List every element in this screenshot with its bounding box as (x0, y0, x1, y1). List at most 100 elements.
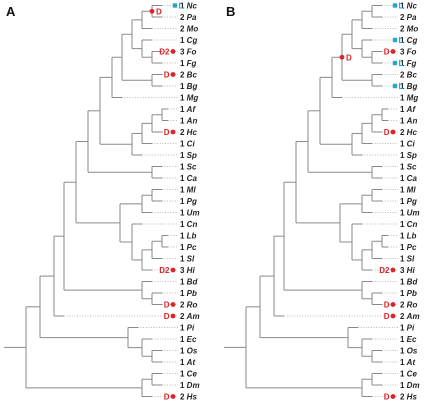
leaf-mo: 2 Mo (152, 25, 198, 34)
leaf-pg: 1 Pg (382, 197, 417, 206)
leaf-name: Cg (187, 36, 198, 45)
leaf-cn: 1 Cn (142, 220, 197, 229)
leaf-count: 1 (180, 358, 187, 367)
leaf-name: Hi (407, 266, 416, 275)
leaf-count: 3 (180, 266, 187, 275)
leaf-label: 3 Fo (180, 48, 197, 57)
loss-square (392, 60, 398, 66)
leaf-count: 1 (400, 347, 407, 356)
leaf-name: Pb (187, 289, 197, 298)
leaf-name: At (186, 358, 196, 367)
leaf-count: 1 (400, 255, 407, 264)
leaf-name: Ci (407, 140, 416, 149)
leaf-label: 1 Fg (180, 59, 197, 68)
event-label: D (346, 53, 352, 62)
duplication-dot (390, 313, 396, 319)
leaf-count: 1 (180, 197, 187, 206)
leaf-label: 3 Hi (180, 266, 195, 275)
leaf-name: Hi (187, 266, 196, 275)
leaf-label: 1 Ec (400, 335, 417, 344)
duplication-marker: D (384, 48, 396, 57)
leaf-os: 1 Os (382, 347, 418, 356)
duplication-marker: D (164, 312, 176, 321)
duplication-marker: D (164, 71, 176, 80)
leaf-label: 1 Ca (180, 174, 197, 183)
leaf-label: 1 Sl (180, 255, 195, 264)
duplication-dot (149, 8, 155, 14)
leaf-count: 1 (400, 59, 407, 68)
leaf-count: 1 (400, 151, 407, 160)
event-label: D (384, 301, 390, 310)
leaf-label: 1 An (400, 117, 417, 126)
leaf-label: 1 Lb (180, 232, 197, 241)
leaf-name: Am (406, 312, 420, 321)
leaf-label: 1 Ec (180, 335, 197, 344)
leaf-ec: 1 Ec (372, 335, 417, 344)
duplication-dot (170, 267, 176, 273)
leaf-name: Ec (407, 335, 417, 344)
leaf-ce: 1 Ce (162, 370, 197, 379)
event-label: D (384, 48, 390, 57)
leaf-name: At (406, 358, 416, 367)
leaf-label: 1 Cg (400, 36, 417, 45)
leaf-count: 1 (180, 36, 187, 45)
leaf-name: Mg (187, 94, 199, 103)
panel-label: B (226, 4, 235, 19)
event-label: L (179, 2, 184, 11)
leaf-ci: 1 Ci (372, 140, 415, 149)
leaf-label: 1 Um (180, 209, 200, 218)
leaf-name: Sc (407, 163, 417, 172)
leaf-cg: 1 Cg (152, 36, 197, 45)
leaf-name: Pa (407, 13, 417, 22)
leaf-bd: 1 Bd (372, 278, 418, 287)
duplication-dot (170, 302, 176, 307)
leaf-label: 1 Ml (180, 186, 196, 195)
leaf-count: 1 (180, 335, 187, 344)
leaf-count: 1 (180, 82, 187, 91)
leaf-name: Hc (407, 128, 418, 137)
leaf-name: Ro (187, 301, 198, 310)
leaf-count: 1 (180, 324, 187, 333)
leaf-sp: 1 Sp (362, 151, 417, 160)
event-label: D2 (159, 48, 170, 57)
leaf-count: 1 (180, 220, 187, 229)
leaf-um: 1 Um (152, 209, 200, 218)
leaf-pa: 2 Pa (382, 13, 417, 22)
leaf-label: 1 Dm (180, 381, 200, 390)
leaf-name: Pb (407, 289, 417, 298)
leaf-name: Bc (407, 71, 418, 80)
leaf-name: Cn (407, 220, 418, 229)
leaf-count: 1 (400, 140, 407, 149)
duplication-dot (170, 394, 176, 399)
leaf-at: 1 At (162, 358, 195, 367)
leaf-count: 2 (400, 301, 407, 310)
duplication-dot (170, 313, 176, 319)
duplication-marker: D (339, 53, 352, 62)
duplication-marker: D2 (159, 48, 176, 57)
leaf-lb: 1 Lb (168, 232, 197, 241)
leaf-name: Ca (187, 174, 198, 183)
leaf-count: 1 (180, 140, 187, 149)
leaf-name: Fg (187, 59, 197, 68)
event-label: D (164, 312, 170, 321)
leaf-sc: 1 Sc (162, 163, 197, 172)
leaf-at: 1 At (382, 358, 415, 367)
event-label: L (399, 82, 404, 91)
leaf-count: 1 (400, 220, 407, 229)
leaf-sl: 1 Sl (162, 255, 195, 264)
leaf-count: 2 (400, 71, 407, 80)
leaf-label: 1 Sl (400, 255, 415, 264)
leaf-label: 2 Am (180, 312, 200, 321)
leaf-count: 1 (400, 381, 407, 390)
loss-square (392, 3, 398, 8)
leaf-name: Cg (407, 36, 418, 45)
leaf-count: 1 (400, 2, 407, 11)
leaf-name: An (406, 117, 418, 126)
leaf-label: 2 Pa (400, 13, 417, 22)
duplication-dot (390, 267, 396, 273)
leaf-count: 1 (400, 174, 407, 183)
leaf-label: 1 Sc (180, 163, 197, 172)
loss-square (392, 83, 398, 89)
